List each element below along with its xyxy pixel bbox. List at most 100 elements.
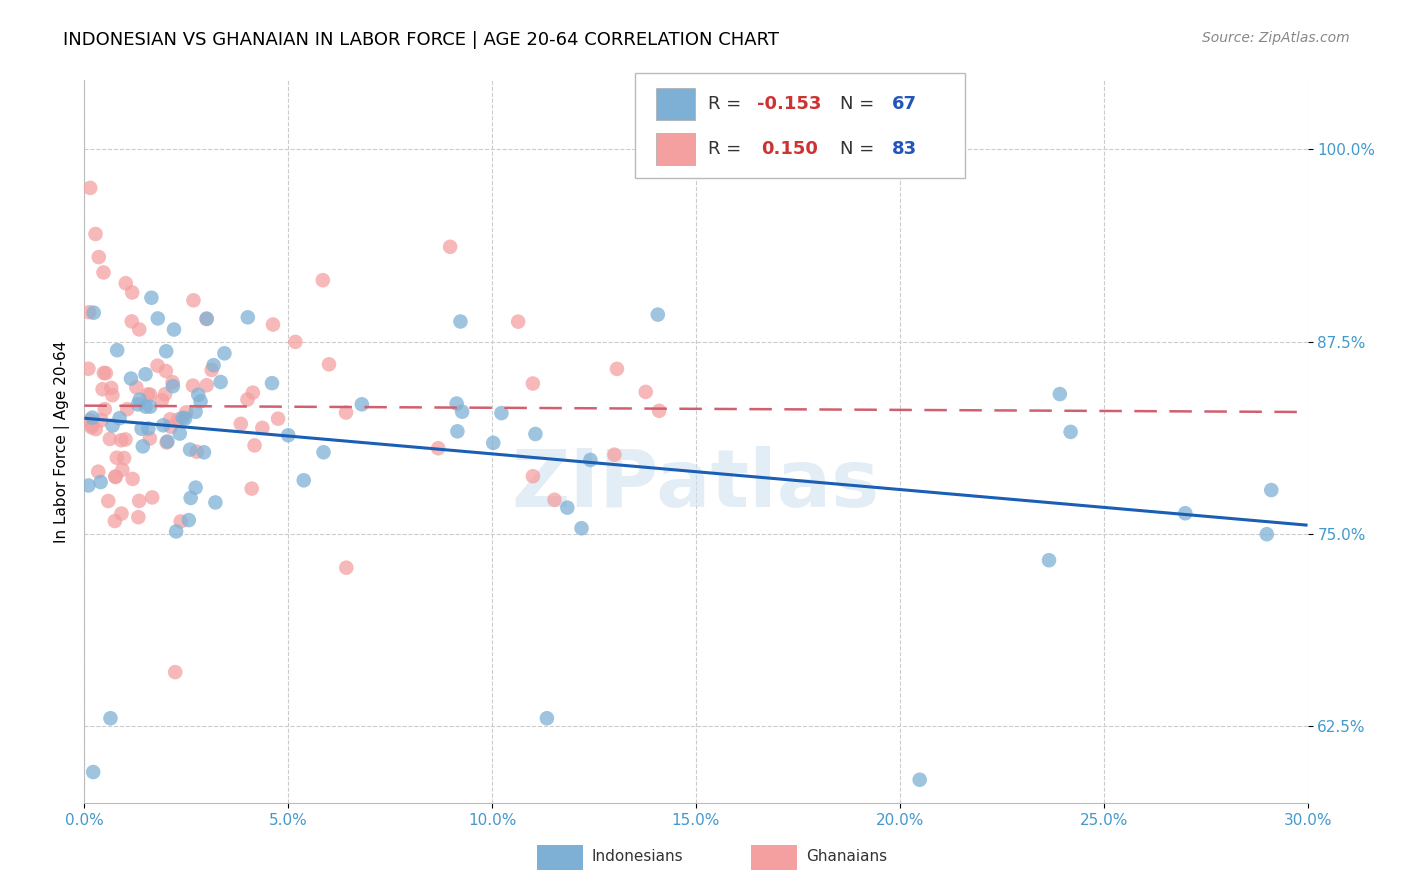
Point bbox=[155, 344, 177, 359]
Point bbox=[77, 361, 100, 376]
Point bbox=[139, 387, 162, 401]
Point bbox=[87, 465, 110, 479]
Point bbox=[174, 411, 197, 425]
Point bbox=[579, 453, 602, 467]
Point bbox=[80, 420, 103, 434]
Point bbox=[170, 515, 193, 529]
Point bbox=[439, 240, 461, 254]
Point bbox=[84, 422, 107, 436]
Point bbox=[193, 445, 215, 459]
Point bbox=[242, 385, 264, 400]
Point bbox=[141, 291, 163, 305]
Point bbox=[110, 434, 132, 448]
Point bbox=[82, 765, 104, 780]
Point bbox=[94, 366, 117, 380]
Point bbox=[136, 387, 159, 401]
FancyBboxPatch shape bbox=[655, 133, 695, 165]
Text: 0.150: 0.150 bbox=[761, 140, 818, 158]
Point bbox=[127, 397, 149, 411]
Point bbox=[1059, 425, 1081, 439]
Point bbox=[146, 311, 169, 326]
Point bbox=[94, 402, 117, 417]
Point bbox=[174, 405, 197, 419]
Point bbox=[115, 402, 138, 417]
Point bbox=[195, 311, 218, 326]
Point bbox=[647, 308, 669, 322]
Point bbox=[571, 521, 593, 535]
Point bbox=[312, 445, 335, 459]
Point bbox=[167, 412, 190, 426]
Point bbox=[350, 397, 373, 411]
Point bbox=[162, 375, 184, 389]
Point bbox=[267, 411, 290, 425]
Point bbox=[335, 560, 357, 574]
Point bbox=[1038, 553, 1060, 567]
Point bbox=[1174, 506, 1197, 520]
Point bbox=[82, 410, 104, 425]
Point bbox=[111, 463, 134, 477]
Text: 83: 83 bbox=[891, 140, 917, 158]
Point bbox=[543, 492, 565, 507]
Point bbox=[172, 410, 194, 425]
Point bbox=[184, 405, 207, 419]
Point bbox=[159, 412, 181, 426]
Point bbox=[153, 387, 176, 401]
Point bbox=[177, 513, 200, 527]
Point bbox=[101, 418, 124, 433]
Point bbox=[91, 382, 114, 396]
Point bbox=[451, 405, 474, 419]
Point bbox=[90, 475, 112, 489]
Point bbox=[260, 376, 283, 391]
Text: -0.153: -0.153 bbox=[758, 95, 821, 113]
Point bbox=[491, 406, 513, 420]
Point bbox=[112, 451, 135, 466]
Point bbox=[446, 396, 468, 410]
Point bbox=[557, 500, 579, 515]
Point bbox=[84, 227, 107, 241]
Point bbox=[201, 363, 224, 377]
Point bbox=[104, 469, 127, 483]
Point bbox=[214, 346, 236, 360]
Point bbox=[312, 273, 335, 287]
Point bbox=[128, 322, 150, 336]
Point bbox=[183, 293, 205, 308]
Y-axis label: In Labor Force | Age 20-64: In Labor Force | Age 20-64 bbox=[55, 341, 70, 542]
FancyBboxPatch shape bbox=[636, 73, 965, 178]
Point bbox=[110, 507, 132, 521]
Point bbox=[108, 411, 131, 425]
Point bbox=[132, 439, 155, 453]
Point bbox=[93, 366, 115, 380]
Point bbox=[141, 491, 163, 505]
Point bbox=[162, 379, 184, 393]
Point bbox=[229, 417, 252, 431]
Point bbox=[146, 359, 169, 373]
Point bbox=[163, 322, 186, 336]
Point bbox=[100, 711, 122, 725]
Point bbox=[252, 421, 274, 435]
Point bbox=[181, 378, 204, 392]
Point bbox=[121, 285, 143, 300]
Point bbox=[104, 514, 127, 528]
Point bbox=[446, 425, 468, 439]
Point bbox=[277, 428, 299, 442]
Text: 67: 67 bbox=[891, 95, 917, 113]
Point bbox=[240, 482, 263, 496]
Point bbox=[98, 432, 121, 446]
Point bbox=[101, 388, 124, 402]
Point bbox=[105, 450, 128, 465]
Point bbox=[138, 421, 160, 435]
Point bbox=[190, 394, 212, 409]
Point bbox=[87, 250, 110, 264]
Point bbox=[139, 400, 162, 414]
Point bbox=[134, 368, 156, 382]
Point bbox=[120, 371, 142, 385]
Point bbox=[179, 442, 201, 457]
Point bbox=[156, 435, 179, 450]
Point bbox=[1049, 387, 1071, 401]
Text: N =: N = bbox=[841, 140, 880, 158]
Point bbox=[80, 418, 103, 433]
Point bbox=[93, 265, 115, 279]
Point bbox=[202, 358, 225, 372]
Point bbox=[195, 312, 218, 326]
Point bbox=[195, 378, 218, 392]
